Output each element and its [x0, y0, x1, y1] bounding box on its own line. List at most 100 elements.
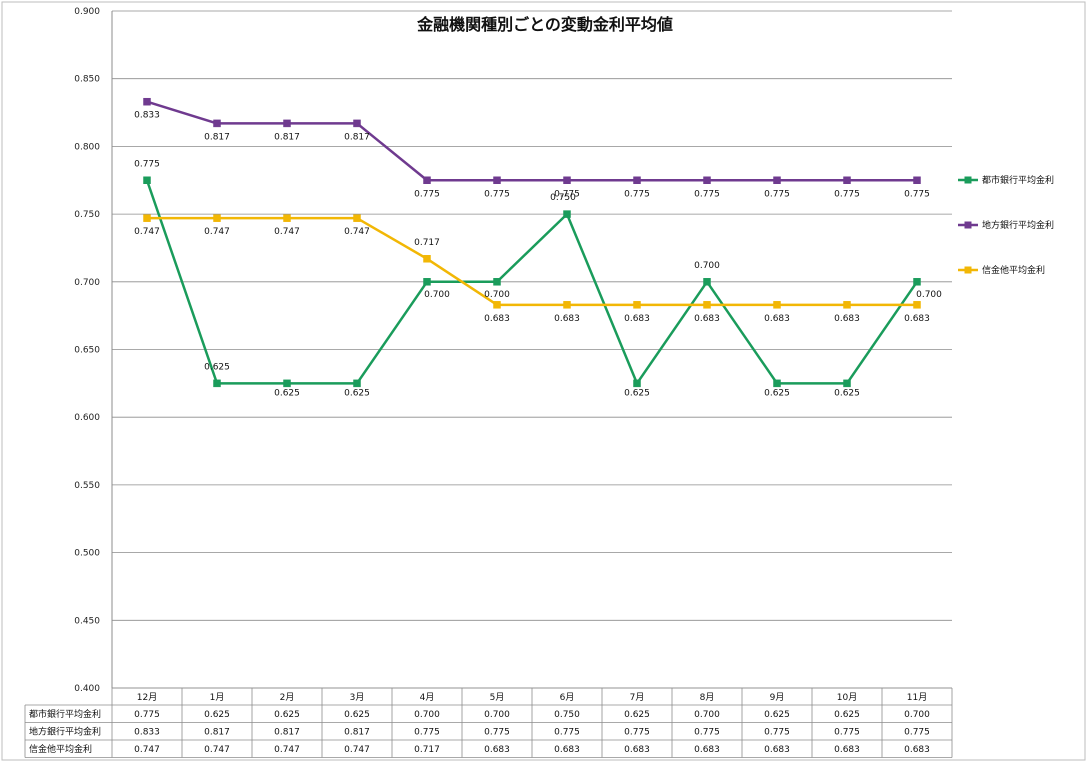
- table-cell: 0.817: [204, 728, 230, 738]
- data-point: [143, 214, 151, 222]
- data-label: 0.625: [204, 362, 230, 372]
- table-cell: 0.775: [484, 728, 510, 738]
- data-point: [283, 379, 291, 388]
- table-cell: 0.775: [134, 710, 160, 720]
- data-point: [143, 176, 151, 184]
- data-label: 0.747: [274, 227, 300, 237]
- data-point: [913, 278, 921, 286]
- data-point: [353, 379, 361, 388]
- data-label: 0.775: [834, 189, 860, 199]
- data-point: [563, 210, 571, 218]
- table-cell: 0.625: [274, 710, 300, 720]
- data-label: 0.683: [834, 314, 860, 324]
- table-cell: 0.817: [274, 728, 300, 738]
- legend-swatch-marker: [964, 176, 972, 184]
- data-label: 0.750: [550, 193, 576, 203]
- data-point: [423, 255, 431, 263]
- table-cell: 0.683: [624, 745, 650, 755]
- y-tick-label: 0.400: [74, 684, 100, 694]
- table-cell: 0.747: [274, 745, 300, 755]
- legend-label: 信金他平均金利: [982, 264, 1045, 276]
- x-tick-label: 12月: [137, 692, 157, 703]
- data-point: [493, 278, 501, 286]
- y-tick-label: 0.800: [74, 142, 100, 152]
- x-tick-label: 1月: [210, 692, 225, 703]
- data-label: 0.700: [424, 290, 450, 300]
- table-cell: 0.625: [834, 710, 860, 720]
- table-cell: 0.775: [554, 728, 580, 738]
- data-label: 0.775: [134, 159, 160, 169]
- table-cell: 0.750: [554, 710, 580, 720]
- data-label: 0.683: [484, 314, 510, 324]
- data-point: [213, 379, 221, 388]
- data-point: [703, 278, 711, 286]
- data-point: [703, 301, 711, 309]
- x-tick-label: 8月: [700, 692, 715, 703]
- table-cell: 0.747: [134, 745, 160, 755]
- data-label: 0.683: [554, 314, 580, 324]
- data-point: [913, 301, 921, 309]
- chart-title: 金融機関種別ごとの変動金利平均値: [416, 15, 673, 34]
- table-cell: 0.775: [834, 728, 860, 738]
- data-label: 0.700: [484, 290, 510, 300]
- data-label: 0.747: [344, 227, 370, 237]
- legend-label: 都市銀行平均金利: [982, 174, 1054, 186]
- data-label: 0.817: [204, 132, 230, 142]
- data-label: 0.700: [694, 261, 720, 271]
- series-line: [145, 179, 919, 385]
- data-point: [773, 176, 781, 184]
- table-cell: 0.717: [414, 745, 440, 755]
- table-cell: 0.833: [134, 728, 160, 738]
- x-tick-label: 4月: [420, 692, 435, 703]
- x-tick-label: 7月: [630, 692, 645, 703]
- table-cell: 0.747: [344, 745, 370, 755]
- y-tick-label: 0.650: [74, 346, 100, 356]
- y-tick-label: 0.450: [74, 616, 100, 626]
- y-tick-label: 0.900: [74, 7, 100, 17]
- table-cell: 0.747: [204, 745, 230, 755]
- data-point: [913, 176, 921, 184]
- data-label: 0.775: [414, 189, 440, 199]
- table-cell: 0.683: [834, 745, 860, 755]
- table-cell: 0.775: [624, 728, 650, 738]
- data-point: [423, 176, 431, 184]
- table-row-header: 信金他平均金利: [29, 743, 92, 755]
- table-cell: 0.683: [554, 745, 580, 755]
- table-cell: 0.625: [344, 710, 370, 720]
- table-row-header: 地方銀行平均金利: [29, 726, 101, 738]
- data-label: 0.625: [764, 388, 790, 398]
- table-cell: 0.700: [414, 710, 440, 720]
- data-label: 0.625: [834, 388, 860, 398]
- x-tick-label: 6月: [560, 692, 575, 703]
- data-label: 0.747: [134, 227, 160, 237]
- table-cell: 0.625: [764, 710, 790, 720]
- series-line: [147, 216, 917, 307]
- data-point: [773, 301, 781, 309]
- data-point: [703, 176, 711, 184]
- data-label: 0.625: [274, 388, 300, 398]
- data-point: [493, 301, 501, 309]
- data-label: 0.683: [694, 314, 720, 324]
- table-cell: 0.775: [414, 728, 440, 738]
- data-point: [633, 176, 641, 184]
- table-cell: 0.700: [904, 710, 930, 720]
- data-label: 0.625: [624, 388, 650, 398]
- data-label: 0.833: [134, 111, 160, 121]
- data-label: 0.817: [344, 132, 370, 142]
- legend-swatch-marker: [964, 266, 972, 274]
- data-point: [143, 97, 151, 106]
- x-tick-label: 3月: [350, 692, 365, 703]
- x-tick-label: 11月: [907, 692, 927, 703]
- data-point: [283, 119, 291, 128]
- data-point: [843, 176, 851, 184]
- table-cell: 0.683: [484, 745, 510, 755]
- data-label: 0.775: [624, 189, 650, 199]
- data-point: [633, 379, 641, 388]
- legend-label: 地方銀行平均金利: [982, 219, 1054, 231]
- data-point: [353, 214, 361, 222]
- table-cell: 0.683: [904, 745, 930, 755]
- data-label: 0.775: [694, 189, 720, 199]
- table-cell: 0.700: [484, 710, 510, 720]
- data-point: [213, 119, 221, 128]
- table-cell: 0.817: [344, 728, 370, 738]
